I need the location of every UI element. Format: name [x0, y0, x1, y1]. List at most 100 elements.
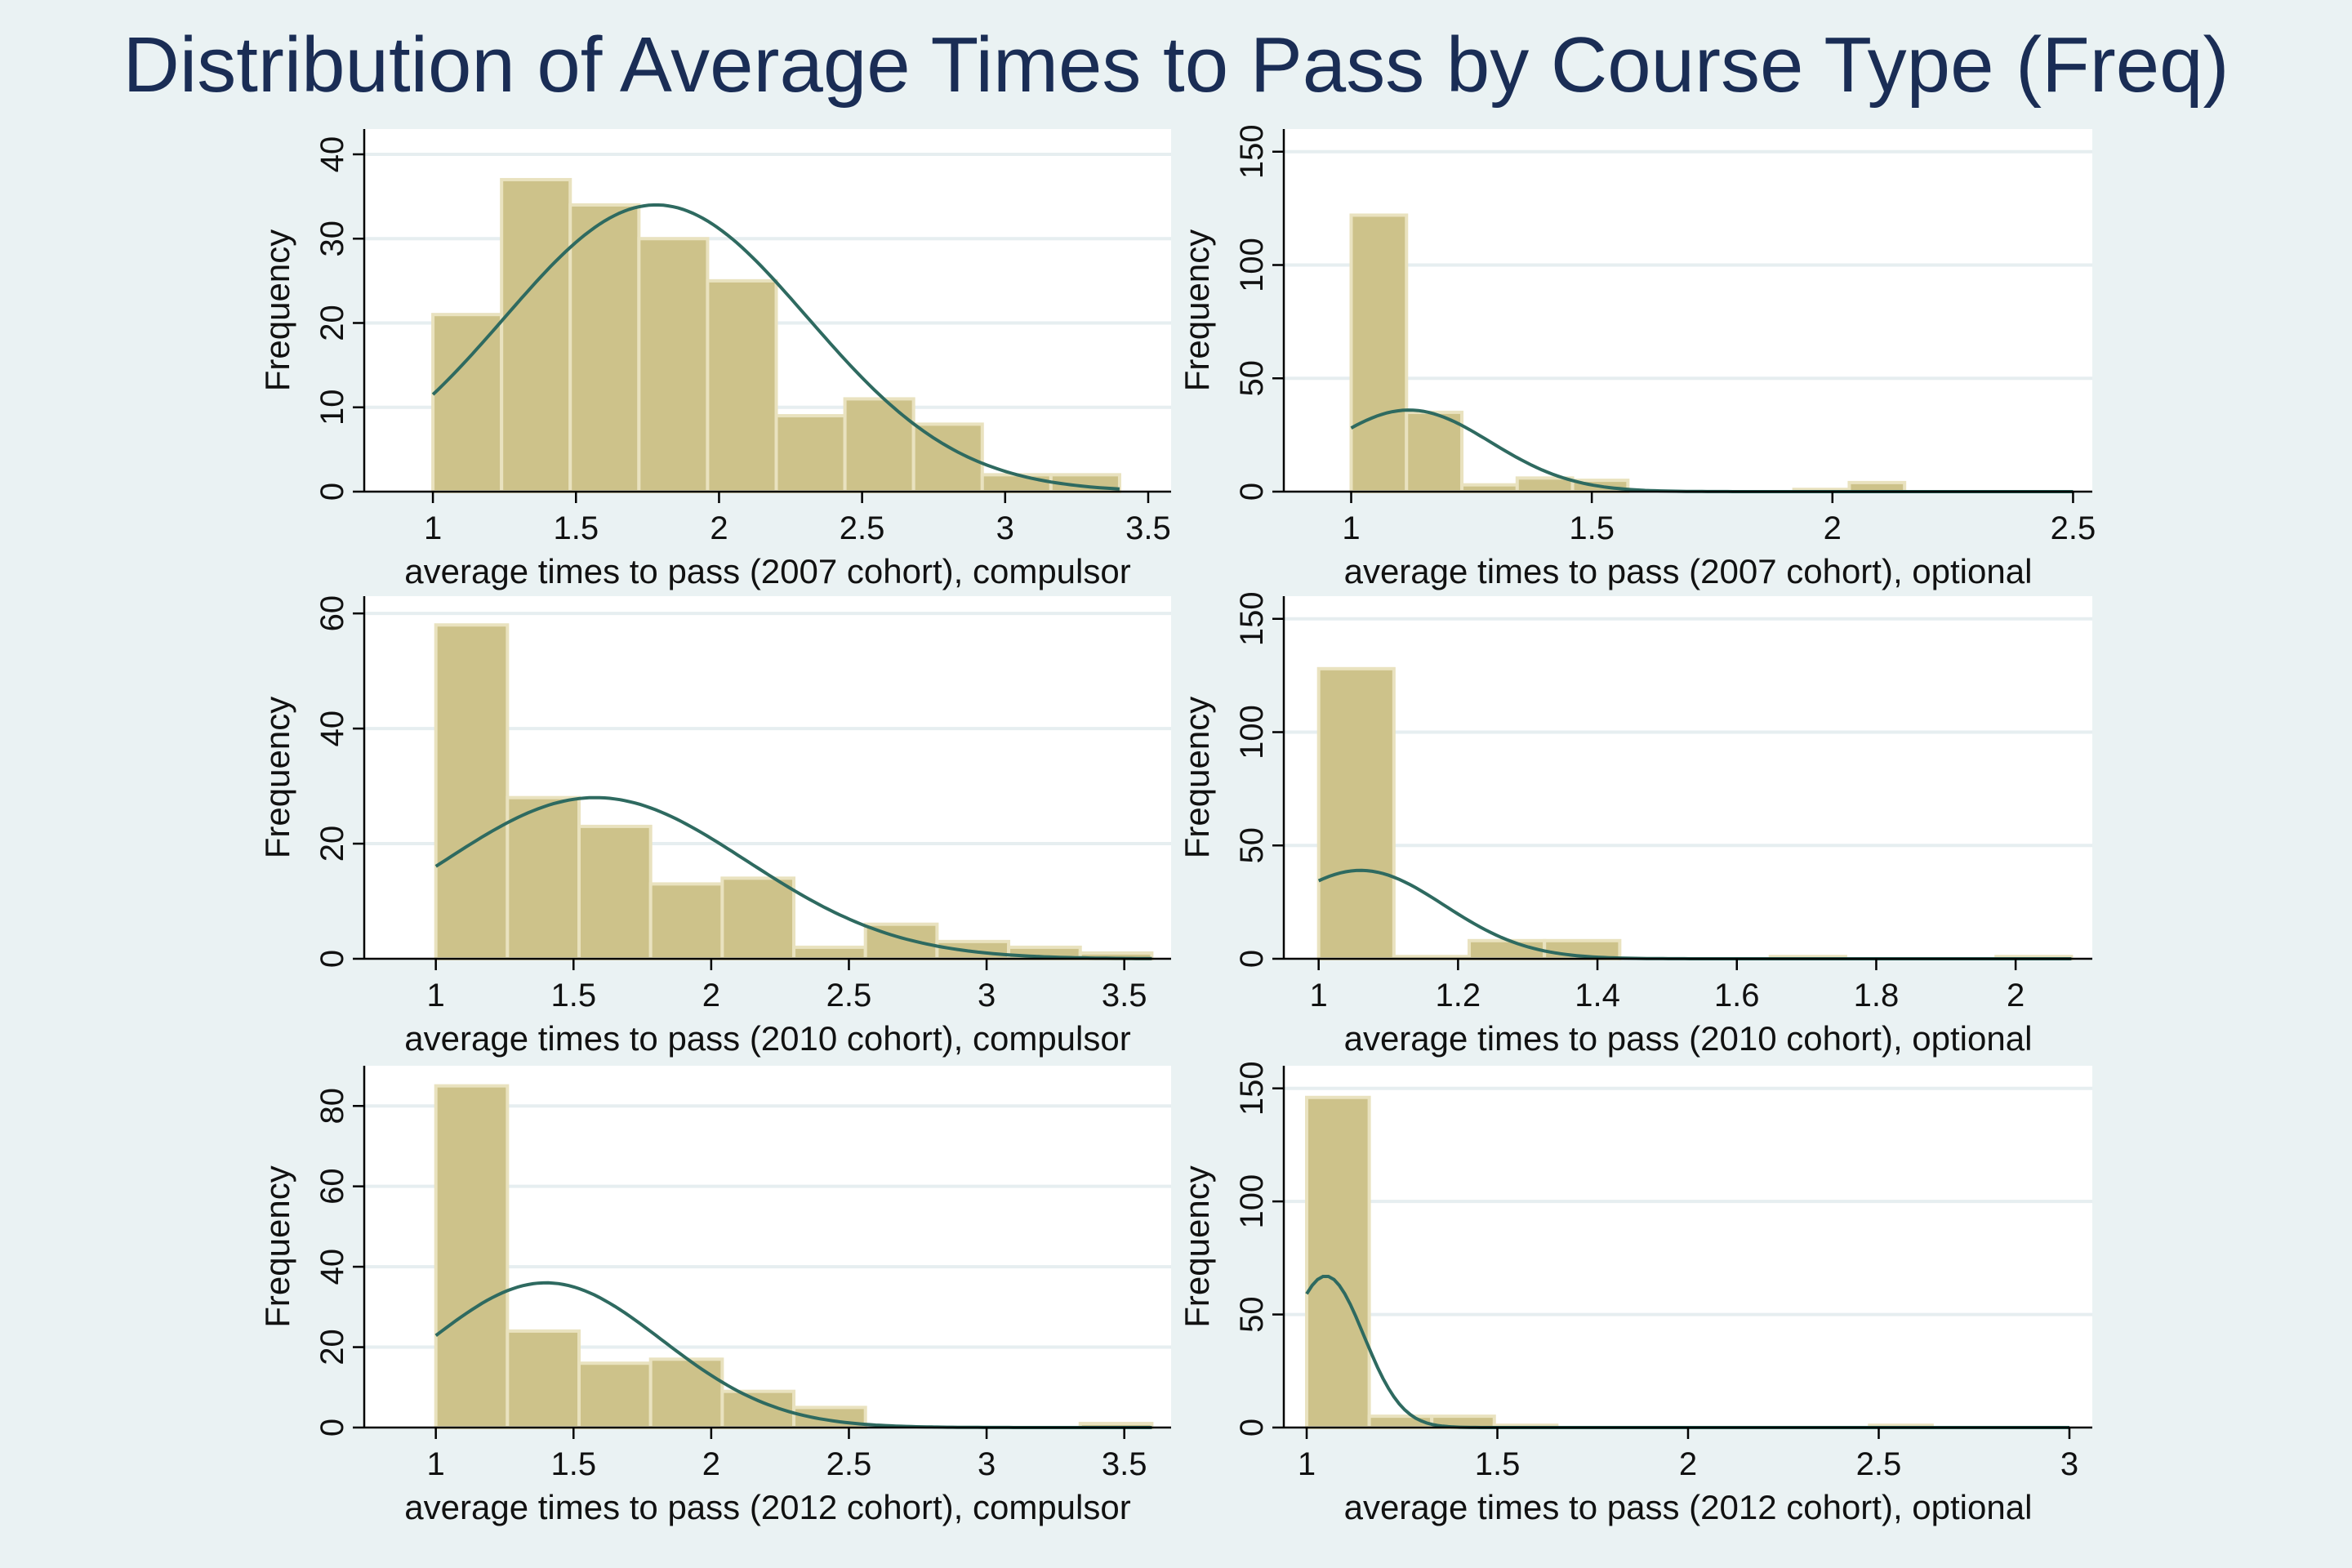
- histogram-bar: [506, 1329, 581, 1430]
- x-axis-label: average times to pass (2012 cohort), opt…: [1344, 1488, 2033, 1526]
- histogram-bar: [577, 824, 653, 961]
- y-axis-label: Frequency: [1178, 229, 1216, 391]
- histogram-bar: [434, 1084, 510, 1429]
- histogram-panel: 0 10 20 30 40 1 1.5 2 2.5 3 3.5 average times to pa…: [258, 129, 1171, 590]
- x-tick-label: 2: [1679, 1446, 1697, 1482]
- x-tick-label: 2.5: [826, 1446, 872, 1482]
- histogram-bar: [500, 177, 572, 493]
- histogram-bar: [431, 313, 504, 493]
- histogram-panel: 0 50 100 150 1 1.5 2 2.5 3 average times to pass …: [1178, 1061, 2092, 1526]
- x-tick-label: 2: [702, 978, 720, 1013]
- y-axis-label: Frequency: [1178, 697, 1216, 858]
- plot-area: [1284, 596, 2092, 959]
- y-tick-label: 50: [1234, 827, 1270, 864]
- x-tick-label: 1.4: [1575, 978, 1620, 1013]
- y-tick-label: 100: [1234, 1174, 1270, 1229]
- histogram-bar: [843, 397, 915, 494]
- x-tick-label: 2.5: [840, 510, 885, 546]
- x-tick-label: 1: [427, 978, 445, 1013]
- histogram-bar: [568, 203, 641, 493]
- y-tick-label: 60: [314, 595, 350, 632]
- y-tick-label: 20: [314, 826, 350, 862]
- histogram-bar: [1515, 476, 1575, 493]
- y-tick-label: 40: [314, 136, 350, 173]
- x-tick-label: 1.5: [1569, 510, 1615, 546]
- y-tick-label: 100: [1234, 238, 1270, 292]
- y-axis-label: Frequency: [1178, 1165, 1216, 1327]
- histogram-bar: [648, 882, 724, 961]
- y-tick-label: 0: [314, 483, 350, 501]
- y-tick-label: 0: [314, 950, 350, 968]
- y-tick-label: 50: [1234, 360, 1270, 397]
- density-curve: [434, 795, 1152, 960]
- histogram-bar: [577, 1361, 653, 1429]
- histogram-panel: 0 50 100 150 1 1.5 2 2.5 average times to pass (…: [1178, 124, 2096, 590]
- y-tick-label: 20: [314, 305, 350, 341]
- y-tick-label: 80: [314, 1088, 350, 1125]
- x-axis-label: average times to pass (2007 cohort), opt…: [1344, 552, 2033, 590]
- x-axis-label: average times to pass (2010 cohort), com…: [404, 1019, 1130, 1058]
- x-axis-label: average times to pass (2012 cohort), com…: [404, 1488, 1130, 1526]
- plot-area: [1284, 1066, 2092, 1428]
- x-tick-label: 3.5: [1102, 978, 1147, 1013]
- y-tick-label: 20: [314, 1329, 350, 1365]
- x-tick-label: 1: [424, 510, 442, 546]
- histogram-bar: [706, 278, 778, 493]
- x-tick-label: 1.5: [553, 510, 599, 546]
- x-tick-label: 1.5: [550, 978, 596, 1013]
- x-tick-label: 3.5: [1125, 510, 1171, 546]
- y-axis-label: Frequency: [258, 1165, 296, 1327]
- x-tick-label: 2.5: [826, 978, 872, 1013]
- histogram-bar: [506, 795, 581, 961]
- histogram-bar: [648, 1357, 724, 1430]
- y-tick-label: 60: [314, 1168, 350, 1205]
- histogram-bar: [792, 945, 867, 961]
- y-axis-label: Frequency: [258, 697, 296, 858]
- x-axis-label: average times to pass (2010 cohort), opt…: [1344, 1019, 2033, 1058]
- x-tick-label: 1: [1298, 1446, 1316, 1482]
- y-tick-label: 150: [1234, 1061, 1270, 1116]
- density-curve: [431, 203, 1120, 491]
- y-tick-label: 10: [314, 389, 350, 425]
- histogram-bar: [1349, 213, 1409, 493]
- histogram-panel: 0 20 40 60 1 1.5 2 2.5 3 3.5 average times to pass…: [258, 595, 1171, 1058]
- y-tick-label: 50: [1234, 1296, 1270, 1333]
- y-tick-label: 30: [314, 220, 350, 257]
- y-tick-label: 0: [1234, 483, 1270, 501]
- x-tick-label: 1.6: [1714, 978, 1760, 1013]
- histogram-bar: [1316, 666, 1396, 960]
- y-tick-label: 40: [314, 710, 350, 747]
- x-tick-label: 3: [978, 978, 996, 1013]
- y-tick-label: 40: [314, 1249, 350, 1285]
- x-tick-label: 2: [710, 510, 728, 546]
- x-axis-label: average times to pass (2007 cohort), com…: [404, 552, 1130, 590]
- x-tick-label: 1.2: [1436, 978, 1481, 1013]
- x-tick-label: 2: [2007, 978, 2025, 1013]
- x-tick-label: 3.5: [1102, 1446, 1147, 1482]
- y-axis-label: Frequency: [258, 229, 296, 391]
- x-tick-label: 2: [1824, 510, 1842, 546]
- x-tick-label: 1: [427, 1446, 445, 1482]
- y-tick-label: 100: [1234, 705, 1270, 760]
- histogram-bar: [774, 414, 847, 493]
- histogram-panel: 0 20 40 60 80 1 1.5 2 2.5 3 3.5 average times to pa…: [258, 1066, 1171, 1526]
- x-tick-label: 3: [2060, 1446, 2078, 1482]
- y-tick-label: 0: [1234, 1419, 1270, 1437]
- x-tick-label: 2.5: [2051, 510, 2096, 546]
- figure-title: Distribution of Average Times to Pass by…: [123, 21, 2230, 109]
- x-tick-label: 3: [978, 1446, 996, 1482]
- x-tick-label: 2: [702, 1446, 720, 1482]
- histogram-bar: [434, 623, 510, 960]
- histogram-bar: [980, 473, 1053, 493]
- y-tick-label: 150: [1234, 124, 1270, 179]
- histogram-bar: [637, 237, 710, 493]
- histogram-panel: 0 50 100 150 1 1.2 1.4 1.6 1.8 2 average times to …: [1178, 591, 2092, 1058]
- x-tick-label: 3: [996, 510, 1014, 546]
- x-tick-label: 1.5: [1475, 1446, 1521, 1482]
- x-tick-label: 1.5: [550, 1446, 596, 1482]
- y-tick-label: 0: [1234, 950, 1270, 968]
- histogram-bar: [720, 876, 796, 961]
- x-tick-label: 1: [1342, 510, 1360, 546]
